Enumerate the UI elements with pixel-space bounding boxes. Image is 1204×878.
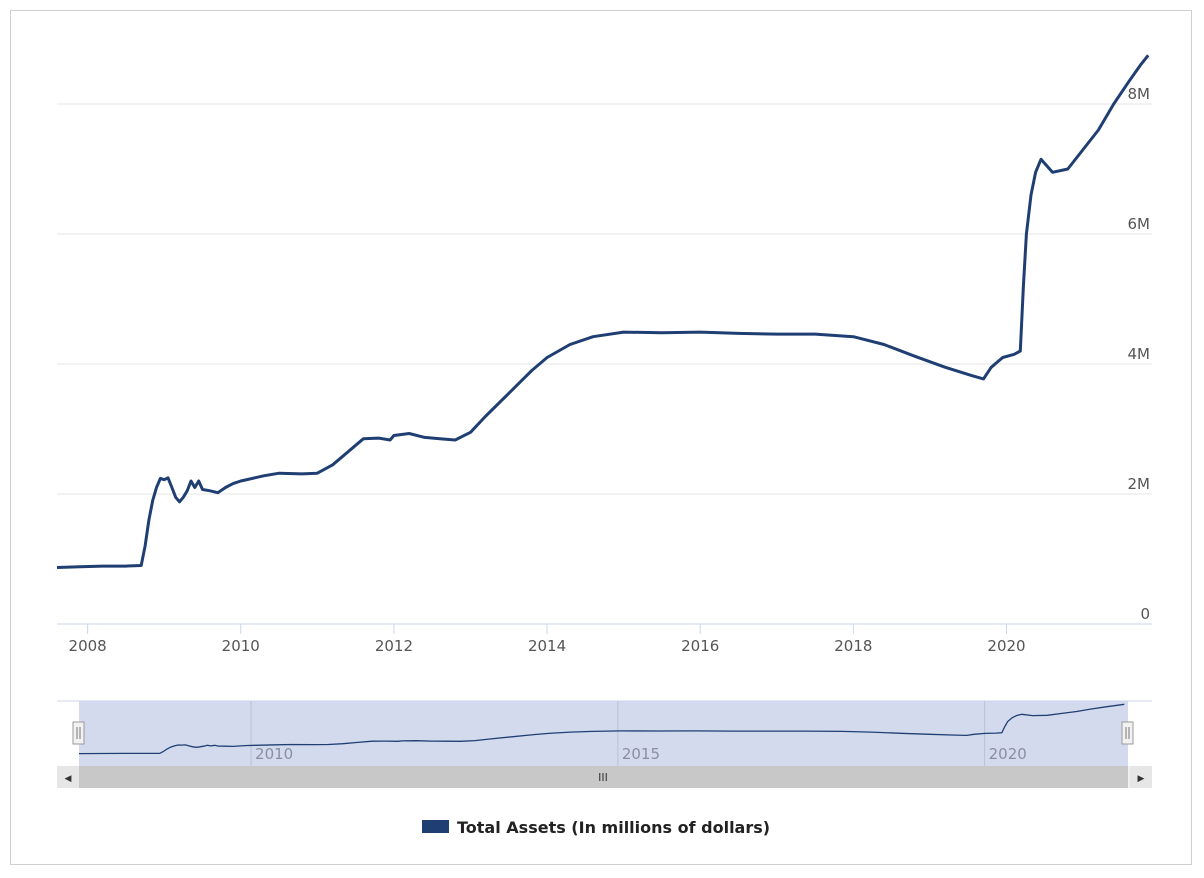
navigator-left-handle[interactable]: [72, 721, 85, 745]
chevron-left-icon: ◀: [65, 774, 72, 784]
navigator-selected-range[interactable]: [79, 701, 1128, 766]
x-tick-label: 2012: [375, 637, 413, 655]
y-tick-label: 0: [1140, 605, 1150, 623]
navigator-tick-label: 2020: [989, 745, 1027, 763]
navigator-tick-label: 2010: [255, 745, 293, 763]
legend-label: Total Assets (In millions of dollars): [457, 818, 770, 837]
navigator-series-line: [78, 703, 1125, 755]
x-tick-label: 2018: [834, 637, 872, 655]
x-tick-label: 2020: [987, 637, 1025, 655]
scrollbar[interactable]: III ◀ ▶: [57, 766, 1152, 788]
y-axis-ticks: 0 2M 4M 6M 8M: [1128, 85, 1151, 623]
chevron-right-icon: ▶: [1138, 774, 1145, 784]
grid-lines: [57, 103, 1152, 495]
series-line-total-assets: [56, 54, 1150, 569]
navigator-right-handle[interactable]: [1121, 721, 1134, 745]
x-tick-label: 2014: [528, 637, 566, 655]
navigator-tick-label: 2015: [622, 745, 660, 763]
x-tick-label: 2016: [681, 637, 719, 655]
scrollbar-grip: III: [598, 771, 608, 784]
scroll-right-button[interactable]: [1130, 766, 1152, 788]
y-tick-label: 8M: [1128, 85, 1151, 103]
y-tick-label: 6M: [1128, 215, 1151, 233]
x-tick-label: 2010: [222, 637, 260, 655]
y-tick-label: 2M: [1128, 475, 1151, 493]
x-axis-ticks: 2008 2010 2012 2014 2016 2018 2020: [69, 624, 1026, 655]
navigator[interactable]: 2010 2015 2020 III ◀ ▶: [57, 700, 1152, 788]
scroll-left-button[interactable]: [57, 766, 79, 788]
scrollbar-thumb[interactable]: [79, 766, 1128, 788]
legend-swatch: [422, 820, 449, 833]
x-tick-label: 2008: [69, 637, 107, 655]
navigator-ticks: 2010 2015 2020: [255, 745, 1027, 763]
legend-item-total-assets[interactable]: Total Assets (In millions of dollars): [422, 818, 770, 837]
y-tick-label: 4M: [1128, 345, 1151, 363]
